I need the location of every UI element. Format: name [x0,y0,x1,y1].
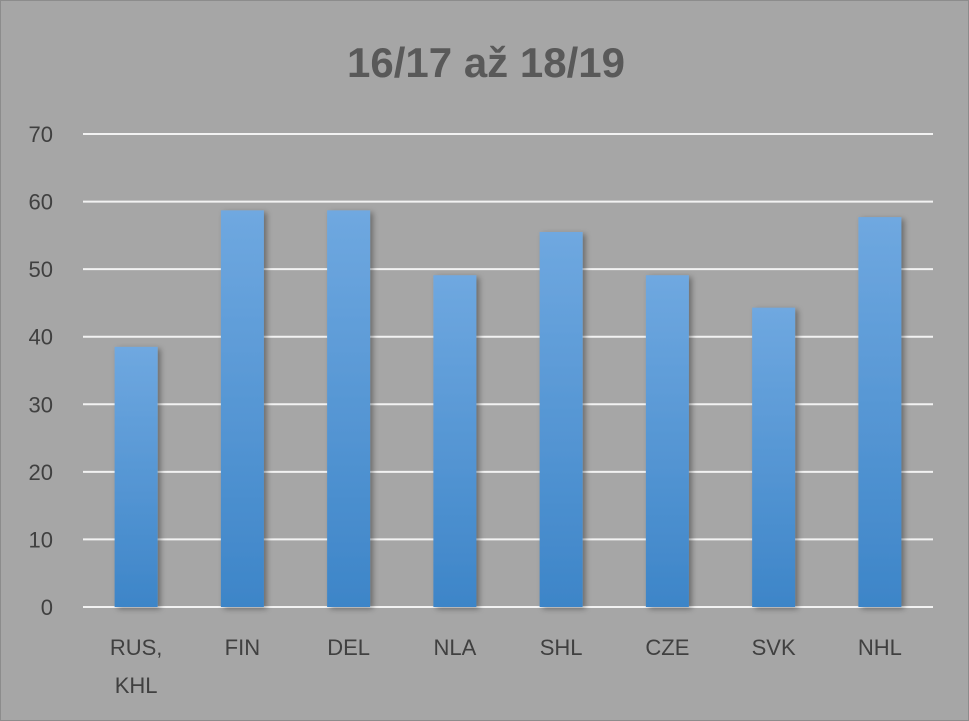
y-tick-label: 70 [29,122,53,147]
bar-cze [645,275,689,607]
x-category-label: DEL [327,635,370,660]
x-axis-labels: RUS, KHL FIN DEL NLA SHL CZE SVK NHL [110,635,902,698]
y-tick-label: 40 [29,325,53,350]
bar-svk [752,307,796,607]
x-category-label: SVK [752,635,796,660]
x-category-label: RUS, KHL [110,635,163,698]
bar-nhl [858,217,902,607]
bar-shl [539,231,583,607]
y-tick-label: 50 [29,257,53,282]
bars [114,210,902,607]
y-tick-label: 60 [29,190,53,215]
x-category-label: SHL [540,635,583,660]
x-category-label: NHL [858,635,902,660]
y-tick-label: 10 [29,527,53,552]
bar-rus-khl [114,346,158,607]
x-category-label: FIN [225,635,260,660]
chart-title: 16/17 až 18/19 [347,39,625,86]
bar-fin [220,210,264,607]
x-category-label: NLA [433,635,476,660]
gridlines [83,133,933,608]
y-tick-label: 20 [29,460,53,485]
y-tick-label: 30 [29,392,53,417]
bar-del [327,210,371,607]
x-category-label: CZE [645,635,689,660]
bar-nla [433,275,477,607]
y-axis-ticks: 0 10 20 30 40 50 60 70 [29,122,53,620]
y-tick-label: 0 [41,595,53,620]
